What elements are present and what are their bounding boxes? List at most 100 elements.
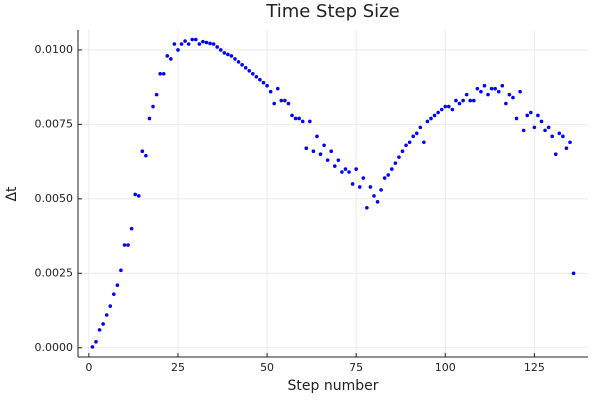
data-point	[454, 98, 458, 103]
data-point	[172, 42, 177, 46]
y-tick-label: 0.0000	[35, 341, 74, 354]
x-tick-label: 25	[171, 361, 185, 374]
data-point	[147, 116, 152, 121]
data-point	[325, 158, 330, 162]
data-point	[336, 158, 341, 162]
x-tick-label: 100	[435, 361, 456, 374]
data-point	[119, 268, 123, 273]
data-point	[350, 182, 355, 186]
data-point	[315, 134, 319, 139]
y-tick-label: 0.0050	[35, 192, 74, 205]
data-point	[521, 128, 526, 133]
data-point	[475, 86, 480, 91]
data-point	[300, 119, 305, 124]
data-point	[204, 40, 209, 45]
data-point	[368, 185, 373, 189]
data-point	[236, 60, 241, 64]
data-point	[218, 48, 223, 52]
data-point	[482, 83, 487, 88]
data-point	[275, 86, 280, 91]
data-point	[122, 243, 127, 247]
data-point	[457, 101, 462, 106]
data-point	[489, 86, 494, 91]
data-point	[265, 83, 269, 88]
data-point	[425, 119, 430, 124]
data-point	[318, 152, 323, 156]
data-point	[464, 92, 469, 97]
data-point	[557, 131, 562, 136]
data-point	[564, 146, 569, 151]
data-point	[268, 89, 273, 94]
data-point	[176, 48, 180, 52]
data-point	[201, 39, 205, 44]
data-point	[97, 328, 102, 332]
data-point	[286, 101, 291, 106]
data-point	[450, 107, 455, 112]
data-point	[340, 170, 344, 174]
data-point	[222, 51, 227, 55]
data-point	[211, 42, 216, 46]
data-point	[193, 37, 198, 42]
data-point	[208, 41, 212, 46]
data-point	[479, 89, 483, 94]
data-point	[525, 113, 530, 118]
data-point	[568, 140, 572, 145]
data-point	[308, 119, 312, 124]
data-point	[418, 125, 423, 130]
data-point	[165, 54, 170, 58]
data-point	[375, 200, 380, 204]
data-point	[393, 161, 398, 165]
x-axis-label: Step number	[288, 378, 379, 394]
data-point	[511, 95, 515, 100]
data-point	[247, 69, 252, 73]
data-point	[140, 149, 145, 154]
data-point	[304, 146, 309, 151]
data-point	[297, 116, 301, 121]
data-point	[186, 42, 191, 46]
data-point	[104, 313, 109, 317]
data-point	[514, 116, 519, 121]
data-point	[243, 66, 248, 70]
data-point	[108, 304, 113, 308]
y-axis-label: Δt	[4, 186, 20, 202]
data-point	[261, 80, 266, 85]
data-point	[311, 149, 316, 154]
data-point	[372, 194, 376, 198]
x-tick-label: 50	[260, 361, 274, 374]
data-point	[461, 98, 465, 103]
data-point	[386, 173, 391, 177]
data-point	[400, 149, 405, 154]
data-point	[447, 104, 451, 109]
data-point	[518, 89, 522, 94]
data-point	[507, 92, 512, 97]
x-tick-label: 0	[85, 361, 92, 374]
data-point	[154, 92, 159, 97]
data-point	[397, 155, 401, 159]
data-point	[158, 71, 162, 76]
data-point	[322, 143, 326, 148]
data-point	[365, 205, 369, 210]
data-point	[561, 134, 565, 139]
data-point	[539, 119, 544, 124]
data-point	[190, 37, 195, 42]
data-point	[144, 153, 148, 158]
data-point	[279, 98, 284, 103]
data-point	[439, 107, 444, 112]
data-point	[361, 176, 366, 180]
data-point	[404, 143, 408, 148]
data-point	[532, 125, 537, 130]
data-point	[550, 134, 554, 139]
data-point	[553, 152, 558, 156]
data-point	[432, 113, 437, 118]
data-point	[226, 52, 230, 57]
data-point	[436, 110, 440, 115]
data-point	[272, 101, 276, 106]
data-point	[254, 74, 259, 79]
y-tick-label: 0.0100	[35, 43, 74, 56]
y-tick-label: 0.0075	[35, 117, 74, 130]
data-point	[112, 292, 116, 296]
data-point	[493, 86, 497, 91]
data-point	[169, 57, 173, 61]
data-point	[357, 185, 362, 189]
data-point	[183, 39, 187, 43]
